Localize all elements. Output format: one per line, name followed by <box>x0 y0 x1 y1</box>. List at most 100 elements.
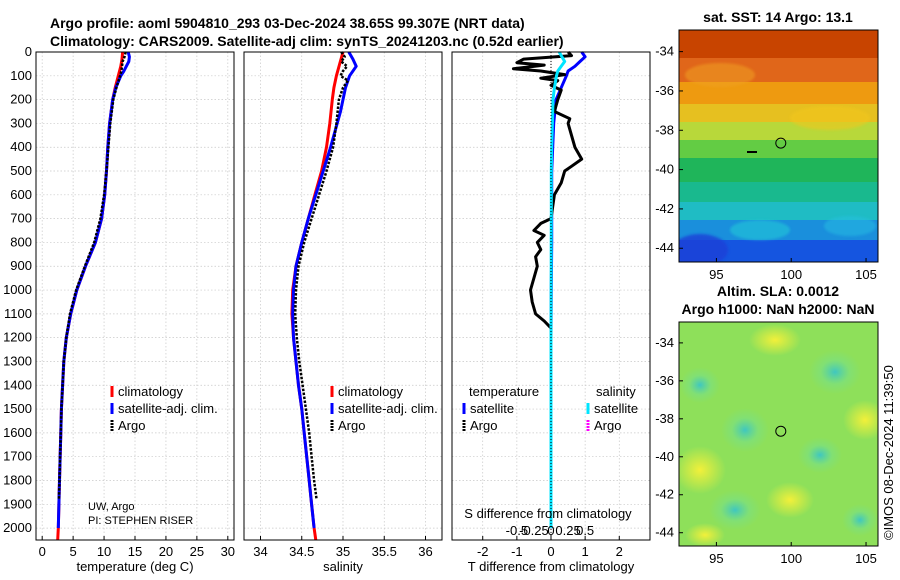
sst-band-9 <box>679 202 878 220</box>
sst-map-frame <box>678 29 879 263</box>
sla-blob-low <box>798 437 842 473</box>
depth-tick-label: 1700 <box>3 449 32 464</box>
x-tick-label: 35 <box>336 544 350 559</box>
sla-blob-low <box>680 367 720 403</box>
temperature-panel: 0100200300400500600700800900100011001200… <box>3 44 235 574</box>
depth-tick-label: 100 <box>10 68 32 83</box>
sst-band-8 <box>679 182 878 202</box>
x-tick-label: 0 <box>547 544 554 559</box>
legend-title-salinity: salinity <box>596 384 636 399</box>
depth-tick-label: 0 <box>25 44 32 59</box>
series-line-climatology <box>56 51 125 541</box>
x-tick-label: 0 <box>39 544 46 559</box>
t-difference-xlabel: T difference from climatology <box>468 559 635 574</box>
s-difference-xlabel: S difference from climatology <box>464 506 632 521</box>
map-y-tick-label: -34 <box>655 44 674 59</box>
legend-label-s-argo: Argo <box>594 418 621 433</box>
legend-title-temperature: temperature <box>469 384 539 399</box>
sla-map-title-line2: Argo h1000: NaN h2000: NaN <box>682 301 875 317</box>
depth-tick-label: 1800 <box>3 472 32 487</box>
credit-line1: UW, Argo <box>88 501 134 513</box>
map-x-tick-label: 95 <box>709 551 723 566</box>
depth-tick-label: 600 <box>10 187 32 202</box>
sla-map-frame <box>678 321 879 547</box>
x-tick-label: 34 <box>253 544 267 559</box>
map-y-tick-label: -42 <box>655 487 674 502</box>
x-tick-label: 34.5 <box>289 544 314 559</box>
salinity-series <box>290 51 358 541</box>
sla-blob-high <box>749 324 801 356</box>
legend-label-s-satellite: satellite <box>594 401 638 416</box>
sla-blob-high <box>679 446 726 494</box>
sla-blob-high <box>685 523 725 546</box>
legend-label-climatology: climatology <box>118 384 184 399</box>
sst-warm-patch <box>790 106 870 130</box>
sst-map-ticks: 95 100 105 -34 -36 -38 -40 -42 -44 <box>655 44 877 282</box>
figure-title-line1: Argo profile: aoml 5904810_293 03-Dec-20… <box>50 15 525 31</box>
depth-tick-label: 1900 <box>3 496 32 511</box>
depth-tick-label: 400 <box>10 139 32 154</box>
sla-map-image <box>679 322 878 546</box>
temperature-axes-frame <box>35 51 235 541</box>
timestamp-watermark: ©IMOS 08-Dec-2024 11:39:50 <box>881 365 896 540</box>
depth-tick-label: 1200 <box>3 330 32 345</box>
argo-float-marker <box>775 137 787 149</box>
depth-tick-label: 1300 <box>3 353 32 368</box>
sla-map-panel: Altim. SLA: 0.0012 Argo h1000: NaN h2000… <box>655 283 879 566</box>
x-tick-label: -2 <box>477 544 489 559</box>
sla-blob-low <box>721 408 769 452</box>
depth-tick-label: 200 <box>10 92 32 107</box>
map-x-tick-label: 100 <box>780 267 802 282</box>
legend-label-t-argo: Argo <box>470 418 497 433</box>
sst-map-title: sat. SST: 14 Argo: 13.1 <box>703 9 853 25</box>
sst-cool-patch <box>730 220 790 240</box>
series-line-satellite-adj-clim- <box>291 51 358 529</box>
sst-band-7 <box>679 158 878 182</box>
s-difference-axis-ticks: -0.5-0.250 0.250.5 <box>506 523 595 538</box>
s-tick-label: 0.5 <box>576 523 594 538</box>
legend-label-satellite-clim: satellite-adj. clim. <box>338 401 438 416</box>
x-tick-label: 2 <box>616 544 623 559</box>
salinity-axis-ticks: 34 34.5 35 35.5 36 <box>253 536 433 559</box>
s-tick-label: -0.5 <box>506 523 528 538</box>
depth-tick-label: 1600 <box>3 425 32 440</box>
depth-tick-label: 300 <box>10 115 32 130</box>
salinity-legend: climatology satellite-adj. clim. Argo <box>330 384 438 433</box>
map-y-tick-label: -36 <box>655 83 674 98</box>
legend-label-argo: Argo <box>338 418 365 433</box>
map-y-tick-label: -40 <box>655 162 674 177</box>
x-tick-label: -1 <box>511 544 523 559</box>
x-tick-label: 10 <box>97 544 111 559</box>
sst-map-image <box>679 30 878 262</box>
s-tick-label: -0.25 <box>519 523 549 538</box>
sla-map-ticks: 95 100 105 -34 -36 -38 -40 -42 -44 <box>655 335 877 566</box>
x-tick-label: 5 <box>70 544 77 559</box>
map-y-tick-label: -44 <box>655 525 674 540</box>
sst-map-panel: sat. SST: 14 Argo: 13.1 95 100 105 -34 -36 -3… <box>655 9 879 282</box>
map-y-tick-label: -40 <box>655 449 674 464</box>
sla-blob-low <box>709 490 761 530</box>
series-line-s-satellite <box>549 51 567 529</box>
x-tick-label: 20 <box>159 544 173 559</box>
x-tick-label: 36 <box>418 544 432 559</box>
sst-band-1 <box>679 30 878 58</box>
series-line-argo <box>57 51 127 500</box>
sla-blob-low <box>842 504 878 536</box>
sst-cool-patch <box>824 216 876 236</box>
sst-band-11 <box>679 240 878 262</box>
sla-blob-low <box>809 350 861 394</box>
map-x-tick-label: 95 <box>709 267 723 282</box>
series-line-argo <box>293 51 350 500</box>
difference-axes-frame <box>451 51 651 541</box>
temperature-gridlines <box>36 51 234 540</box>
temperature-series <box>56 51 131 541</box>
figure-title-line2: Climatology: CARS2009. Satellite-adj cli… <box>50 33 564 49</box>
t-difference-axis-ticks: -2 -1 0 1 2 <box>477 536 623 559</box>
credit-line2: PI: STEPHEN RISER <box>88 515 193 527</box>
map-y-tick-label: -42 <box>655 201 674 216</box>
depth-tick-label: 1100 <box>4 306 32 321</box>
depth-tick-label: 2000 <box>3 520 32 535</box>
sla-blob-high <box>766 482 814 518</box>
difference-legend: temperature satellite Argo salinity sate… <box>462 384 638 433</box>
